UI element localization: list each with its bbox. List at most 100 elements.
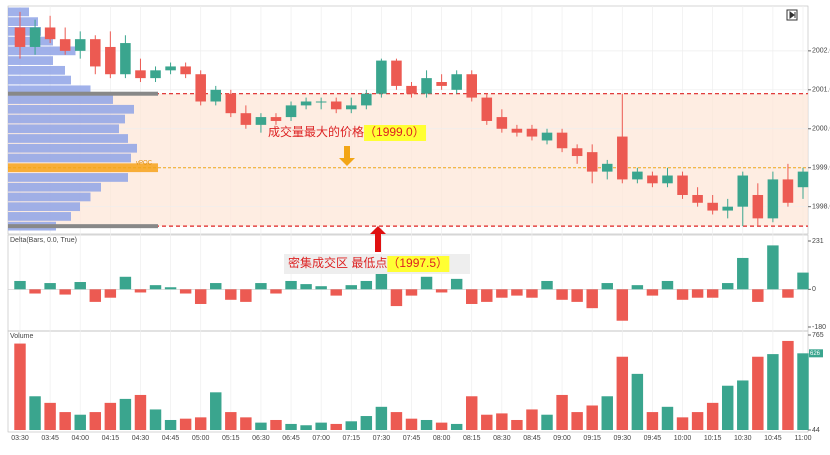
- candle-body: [300, 101, 312, 106]
- volume-bar: [767, 354, 779, 430]
- delta-bar: [89, 289, 102, 302]
- volume-bar: [571, 412, 583, 430]
- delta-bar: [14, 280, 26, 290]
- volume-bar: [390, 412, 403, 430]
- volume-bar: [210, 392, 222, 430]
- candle-body: [135, 70, 146, 79]
- x-tick-label: 06:45: [282, 435, 300, 442]
- volume-bar: [164, 419, 177, 430]
- candle-body: [315, 101, 327, 103]
- value-area: [8, 93, 808, 227]
- last-value-box: [809, 349, 823, 358]
- x-tick-label: 04:15: [102, 435, 120, 442]
- candle-body: [496, 117, 508, 129]
- delta-bar: [74, 282, 86, 290]
- volume-bar: [631, 373, 644, 430]
- annotation-arrow-head: [339, 158, 355, 166]
- delta-bar: [179, 289, 192, 294]
- volume-bar: [225, 412, 237, 430]
- volume-bar: [194, 417, 207, 430]
- volume-bar: [149, 409, 162, 430]
- candle-body: [44, 27, 56, 40]
- volume-bar: [89, 412, 102, 430]
- delta-bar: [450, 278, 463, 290]
- delta-bar: [360, 280, 373, 290]
- volume-bar: [330, 423, 342, 430]
- delta-bar: [721, 283, 734, 290]
- x-tick-label: 04:45: [162, 435, 180, 442]
- volume-bar: [752, 356, 764, 430]
- pane-title: Delta(Bars, 0.0, True): [10, 237, 77, 244]
- candle-body: [662, 175, 673, 184]
- candle-body: [632, 171, 643, 180]
- candle-body: [195, 74, 206, 102]
- candle-body: [677, 175, 688, 195]
- delta-bar: [526, 289, 538, 298]
- value-area-profile-band: [8, 224, 158, 229]
- volume-bar: [240, 417, 252, 430]
- annotation-arrow-shaft: [375, 233, 381, 252]
- volume-bar: [496, 413, 508, 430]
- candle-body: [285, 105, 297, 118]
- candle-body: [59, 39, 71, 51]
- candle-body: [752, 194, 764, 219]
- volume-bar: [556, 394, 568, 430]
- delta-bar: [194, 289, 207, 304]
- candle-body: [165, 66, 176, 71]
- volume-bar: [405, 418, 418, 430]
- volume-bar: [706, 402, 719, 430]
- profile-bar: [8, 17, 38, 27]
- volume-bar: [721, 385, 734, 430]
- delta-bar: [134, 289, 147, 293]
- annotation-highlight: [364, 125, 427, 141]
- candle-body: [361, 93, 372, 106]
- value-area-profile-band: [8, 91, 158, 96]
- volume-bar: [450, 423, 463, 430]
- candle-body: [255, 117, 267, 125]
- x-tick-label: 07:00: [312, 435, 330, 442]
- x-tick-label: 06:30: [252, 435, 270, 442]
- volume-bar: [526, 409, 538, 430]
- volume-bar: [661, 406, 674, 430]
- candle-body: [556, 132, 568, 149]
- candle-body: [120, 43, 131, 75]
- delta-bar: [164, 287, 177, 290]
- candle-body: [617, 136, 628, 180]
- delta-bar: [601, 283, 613, 290]
- volume-bar: [315, 422, 327, 430]
- x-tick-label: 09:00: [553, 435, 571, 442]
- x-tick-label: 10:00: [674, 435, 692, 442]
- annotation-arrow-shaft: [344, 146, 350, 159]
- x-tick-label: 11:00: [795, 435, 812, 442]
- candle-body: [74, 39, 86, 51]
- profile-bar: [8, 143, 137, 153]
- delta-bar: [556, 289, 568, 300]
- volume-bar: [345, 421, 357, 430]
- y-tick-label: 231: [812, 238, 824, 245]
- x-tick-label: 09:15: [583, 435, 601, 442]
- x-tick-label: 10:15: [704, 435, 722, 442]
- candle-body: [692, 194, 703, 203]
- delta-bar: [541, 280, 553, 290]
- y-tick-label: -180: [812, 324, 826, 331]
- x-tick-label: 08:45: [523, 435, 541, 442]
- delta-bar: [435, 289, 448, 293]
- delta-bar: [631, 285, 644, 290]
- delta-bar: [375, 264, 388, 290]
- profile-bar: [8, 212, 71, 221]
- candle-body: [782, 179, 794, 203]
- delta-bar: [29, 289, 41, 294]
- profile-bar: [8, 153, 131, 163]
- candle-body: [391, 60, 402, 86]
- x-tick-label: 07:15: [343, 435, 361, 442]
- annotation-value: （1999.0）: [364, 125, 425, 139]
- candle-body: [601, 163, 613, 172]
- candle-body: [240, 113, 252, 125]
- volume-bar: [134, 394, 147, 430]
- candle-body: [225, 93, 237, 114]
- delta-bar: [752, 289, 764, 302]
- y-tick-label: 1998.0: [812, 204, 830, 211]
- y-tick-label: 1999.0: [812, 165, 830, 172]
- x-tick-label: 04:30: [132, 435, 150, 442]
